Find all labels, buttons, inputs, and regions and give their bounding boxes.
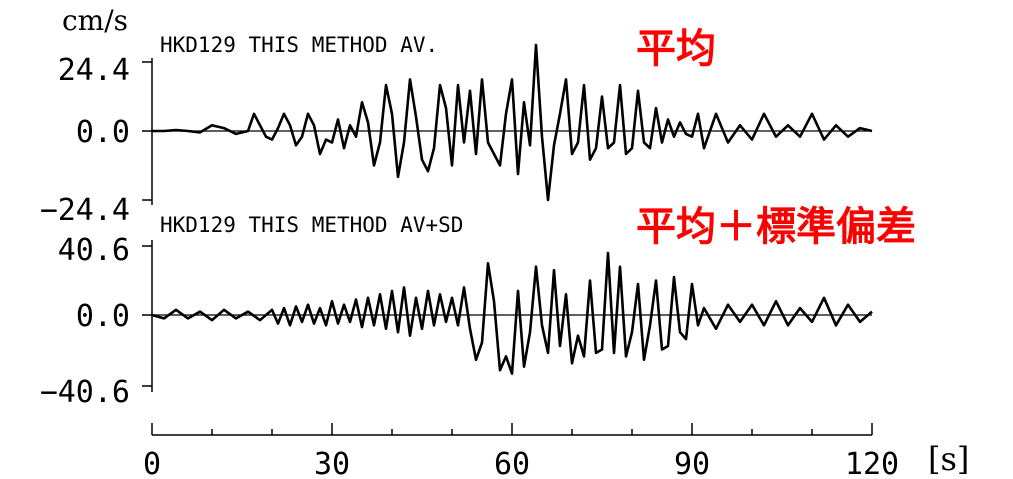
panel-average: cm/s HKD129 THIS METHOD AV. 平均 24.4 0.0 … xyxy=(40,4,716,228)
x-tick-label: 90 xyxy=(674,447,710,479)
waveform-series xyxy=(152,43,873,202)
waveform-series xyxy=(151,251,873,375)
y-tick-label: 40.6 xyxy=(58,233,130,268)
y-tick-label: −40.6 xyxy=(40,375,130,410)
panel-title: HKD129 THIS METHOD AV. xyxy=(160,33,438,57)
x-tick-label: 30 xyxy=(314,447,350,479)
annotation-label: 平均＋標準偏差 xyxy=(636,204,916,250)
x-tick-label: 60 xyxy=(494,447,530,479)
y-tick-label: 24.4 xyxy=(58,53,130,88)
plot-marks: 0 30 60 90 120 xyxy=(142,43,899,479)
x-axis-unit: [s] xyxy=(928,440,969,478)
annotation-label: 平均 xyxy=(636,26,716,72)
x-tick-label: 0 xyxy=(143,447,161,479)
panel-average-plus-sd: HKD129 THIS METHOD AV+SD 平均＋標準偏差 40.6 0.… xyxy=(40,204,970,478)
panel-title: HKD129 THIS METHOD AV+SD xyxy=(160,213,463,237)
y-tick-label: 0.0 xyxy=(76,115,130,150)
unit-label: cm/s xyxy=(62,4,128,37)
y-tick-label: −24.4 xyxy=(40,193,130,228)
y-tick-label: 0.0 xyxy=(76,299,130,334)
x-tick-label: 120 xyxy=(845,447,899,479)
